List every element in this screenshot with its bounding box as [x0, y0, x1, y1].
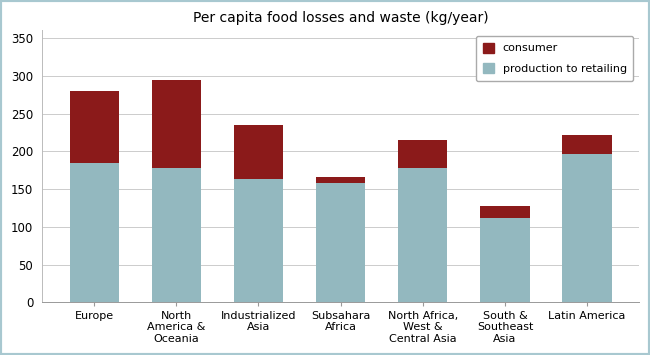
- Bar: [480, 218, 530, 302]
- Bar: [151, 168, 201, 302]
- Bar: [151, 80, 201, 168]
- Bar: [234, 125, 283, 179]
- Bar: [562, 154, 612, 302]
- Title: Per capita food losses and waste (kg/year): Per capita food losses and waste (kg/yea…: [193, 11, 488, 25]
- Bar: [234, 179, 283, 302]
- Bar: [316, 183, 365, 302]
- Bar: [398, 140, 447, 168]
- Bar: [398, 168, 447, 302]
- Bar: [70, 91, 119, 163]
- Bar: [562, 135, 612, 154]
- Bar: [316, 177, 365, 183]
- Bar: [480, 206, 530, 218]
- Legend: consumer, production to retailing: consumer, production to retailing: [476, 36, 633, 81]
- Bar: [70, 163, 119, 302]
